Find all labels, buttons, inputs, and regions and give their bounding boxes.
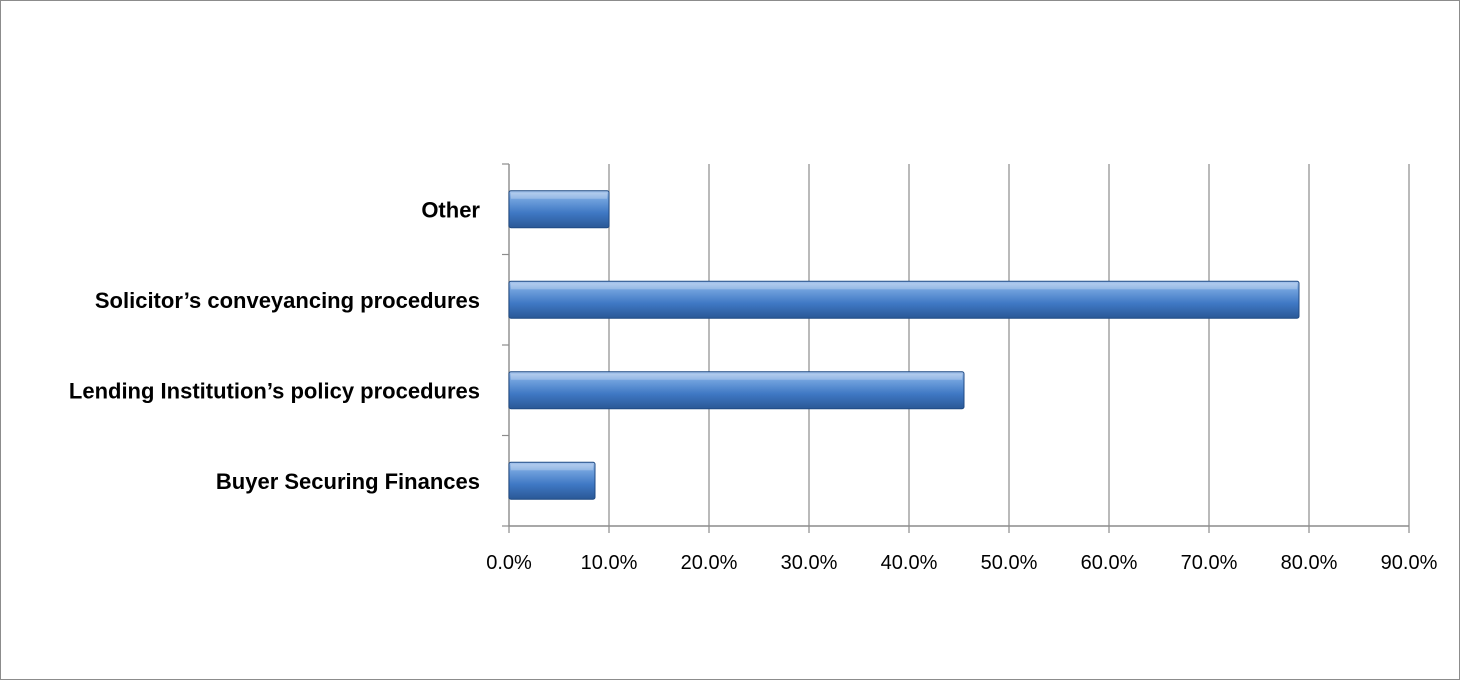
bar-highlight <box>511 283 1297 290</box>
bar <box>508 190 610 229</box>
x-tick-label: 0.0% <box>486 552 532 574</box>
bar-highlight <box>511 373 962 380</box>
category-label: Solicitor’s conveyancing procedures <box>95 288 480 313</box>
x-tick-label: 10.0% <box>581 552 638 574</box>
x-tick-label: 80.0% <box>1281 552 1338 574</box>
category-label: Lending Institution’s policy procedures <box>69 378 480 403</box>
x-tick-label: 20.0% <box>681 552 738 574</box>
x-tick-label: 50.0% <box>981 552 1038 574</box>
x-tick-label: 90.0% <box>1381 552 1438 574</box>
gridlines <box>608 164 1410 526</box>
category-label: Other <box>421 197 480 222</box>
bar <box>508 371 965 410</box>
bar-highlight <box>511 192 607 199</box>
axes <box>502 163 1410 533</box>
x-tick-label: 70.0% <box>1181 552 1238 574</box>
category-label: Buyer Securing Finances <box>216 469 480 494</box>
x-tick-label: 40.0% <box>881 552 938 574</box>
bar <box>508 280 1300 319</box>
x-tick-labels: 0.0% 10.0% 20.0% 30.0% 40.0% 50.0% 60.0% 70.0% 8… <box>486 552 1437 574</box>
bars <box>508 190 1300 500</box>
x-tick-label: 30.0% <box>781 552 838 574</box>
category-labels: Other Solicitor’s conveyancing procedures… <box>69 197 481 494</box>
x-tick-label: 60.0% <box>1081 552 1138 574</box>
bar <box>508 461 596 500</box>
bar-highlight <box>511 464 593 471</box>
